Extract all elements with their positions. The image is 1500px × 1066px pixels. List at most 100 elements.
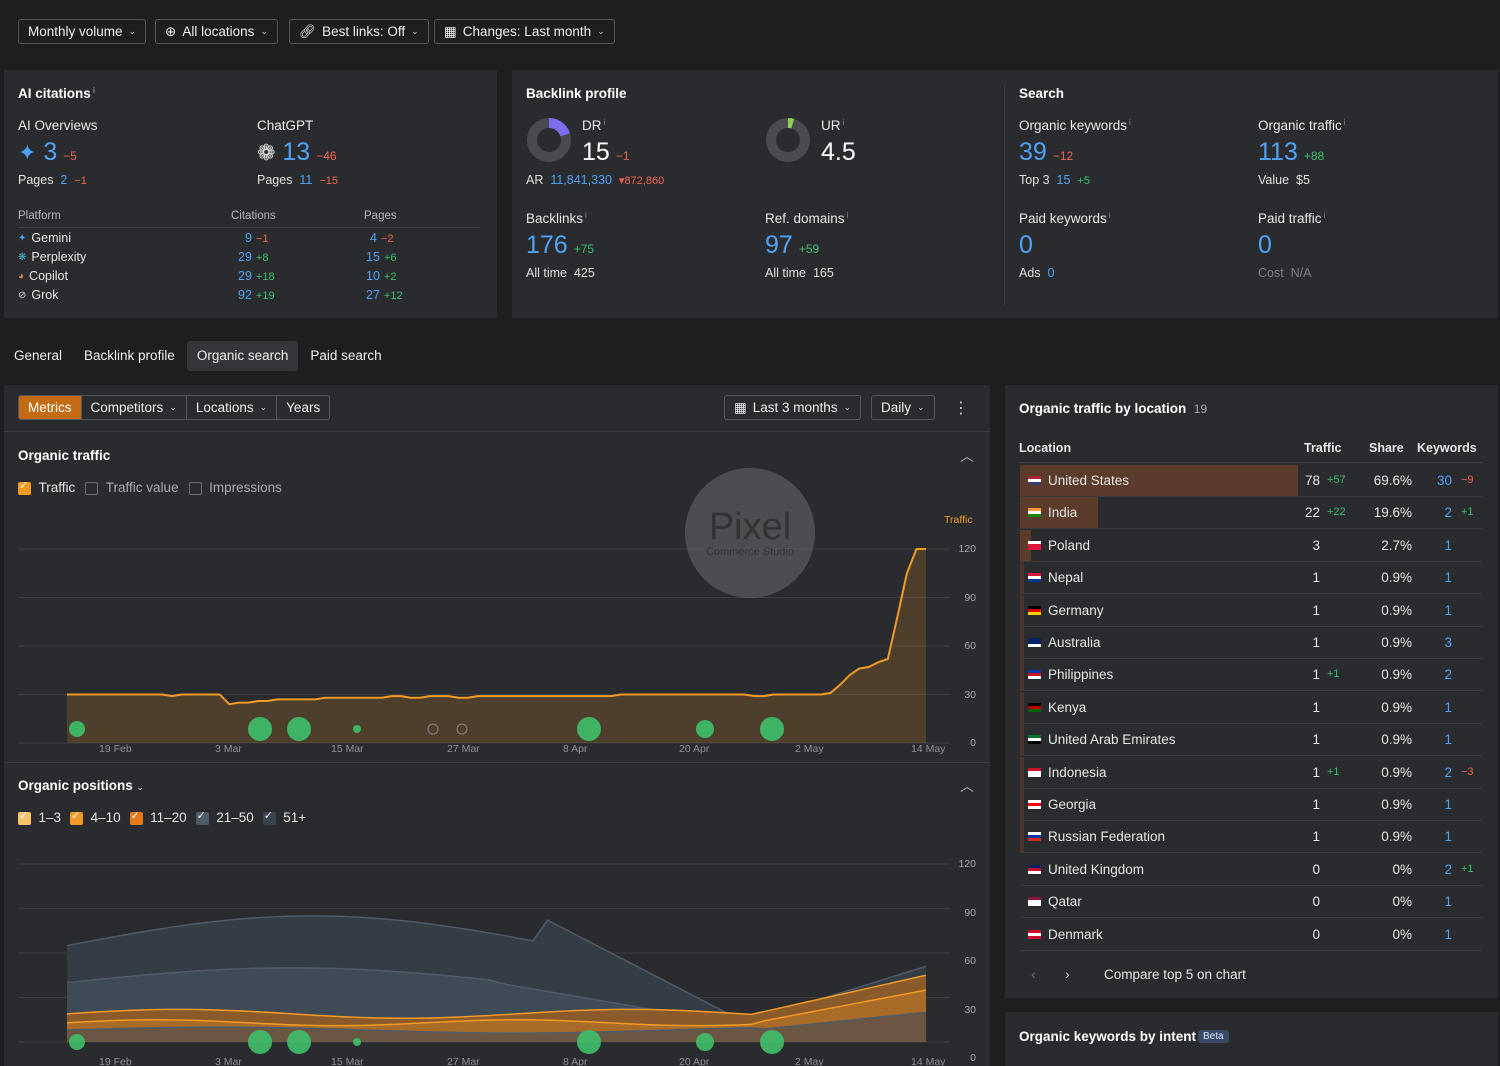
checkbox-traffic-value[interactable]: Traffic value [85,480,179,495]
watermark-subtext: Commerce Studio [705,546,795,558]
keywords-col-header[interactable]: Keywords [1417,441,1477,455]
checkbox-pos-51[interactable]: 51+ [262,809,306,825]
organic-traffic-value[interactable]: 113 +88 [1258,138,1325,166]
location-keywords[interactable]: 1 [1444,829,1452,845]
volume-dropdown[interactable]: Monthly volume ⌄ [18,19,147,44]
location-row[interactable]: Indonesia 1 +1 0.9% 2 −3 [1020,756,1482,789]
update-marker [69,1034,85,1050]
chevron-left-icon[interactable]: ‹ [1031,966,1036,982]
checkbox-impressions[interactable]: Impressions [188,480,282,495]
location-row[interactable]: Russian Federation 1 0.9% 1 [1020,821,1482,854]
location-row[interactable]: Philippines 1 +1 0.9% 2 [1020,659,1482,692]
organic-positions-chart[interactable] [0,845,990,1066]
location-keywords[interactable]: 2 [1444,764,1452,780]
organic-traffic-chart[interactable] [0,530,990,760]
location-keywords[interactable]: 1 [1444,732,1452,748]
checkbox-pos-4-10[interactable]: 4–10 [70,809,121,825]
location-share: 69.6% [1373,473,1412,488]
update-marker [248,717,272,741]
location-row[interactable]: Germany 1 0.9% 1 [1020,594,1482,627]
organic-keywords-value[interactable]: 39 −12 [1019,138,1074,166]
backlink-profile-title: Backlink profile [526,86,627,101]
tab-paid-search[interactable]: Paid search [310,348,382,363]
y-tick-label: 30 [964,688,976,701]
dr-value[interactable]: 15 −1 [582,138,630,166]
checkbox-pos-11-20[interactable]: 11–20 [129,809,187,825]
backlinks-value[interactable]: 176 +75 [526,231,595,259]
compare-top5-link[interactable]: Compare top 5 on chart [1104,967,1246,982]
location-row[interactable]: United Arab Emirates 1 0.9% 1 [1020,724,1482,757]
location-keywords[interactable]: 1 [1444,537,1452,553]
granularity-label: Daily [881,400,912,415]
checkbox-pos-1-3[interactable]: 1–3 [18,809,61,825]
location-row[interactable]: Nepal 1 0.9% 1 [1020,562,1482,595]
metrics-button[interactable]: Metrics [19,396,82,419]
location-col-header[interactable]: Location [1019,441,1072,455]
changes-dropdown[interactable]: ▦ Changes: Last month ⌄ [434,19,615,44]
location-row[interactable]: Kenya 1 0.9% 1 [1020,691,1482,724]
location-share: 0.9% [1381,764,1412,780]
location-row[interactable]: India 22 +22 19.6% 2 +1 [1020,497,1482,530]
volume-label: Monthly volume [28,24,123,39]
location-row[interactable]: Australia 1 0.9% 3 [1020,627,1482,659]
location-keywords[interactable]: 1 [1444,797,1452,812]
paid-keywords-value[interactable]: 0 [1019,231,1033,259]
platform-row-copilot[interactable]: ◕ Copilot 29 +18 10 +2 [18,269,397,283]
location-keywords[interactable]: 1 [1444,570,1452,586]
locations-button[interactable]: Locations ⌄ [187,396,278,419]
refdomains-label: Ref. domains i [765,211,849,226]
location-keywords[interactable]: 1 [1444,926,1452,942]
location-row[interactable]: Poland 3 2.7% 1 [1020,529,1482,562]
more-options-icon[interactable]: ⋮ [953,400,969,417]
ai-overviews-value[interactable]: ✦ 3 −5 [18,138,77,166]
paid-traffic-value[interactable]: 0 [1258,231,1272,259]
location-keywords[interactable]: 1 [1444,894,1452,910]
share-bar [1020,691,1024,723]
tab-backlink-profile[interactable]: Backlink profile [84,348,175,363]
chevron-right-icon[interactable]: › [1065,966,1070,982]
years-button[interactable]: Years [286,400,321,415]
refdomains-value[interactable]: 97 +59 [765,231,820,259]
traffic-col-header[interactable]: Traffic [1304,441,1342,455]
location-keywords[interactable]: 1 [1444,699,1452,715]
share-col-header[interactable]: Share [1369,441,1404,455]
organic-positions-title[interactable]: Organic positions ⌄ [18,778,145,793]
collapse-icon[interactable]: ︿ [960,778,974,794]
positions-area [67,1012,926,1042]
location-keywords[interactable]: 30 [1436,473,1452,488]
dr-donut [527,117,571,162]
range-dropdown[interactable]: ▦ Last 3 months ⌄ [724,395,862,420]
best-links-dropdown[interactable]: 🔗︎ Best links: Off ⌄ [289,19,429,44]
competitors-button[interactable]: Competitors ⌄ [82,396,187,419]
checkbox-traffic[interactable]: Traffic [18,479,75,495]
collapse-icon[interactable]: ︿ [960,448,974,464]
platform-row-gemini[interactable]: ✦ Gemini 9 −1 4 −2 [18,231,394,245]
flag-icon [1028,476,1041,485]
location-keywords[interactable]: 2 [1444,861,1452,877]
location-share: 0.9% [1381,570,1412,586]
organic-traffic-label: Organic traffic i [1258,118,1346,133]
locations-dropdown[interactable]: ⊕ All locations ⌄ [155,19,278,44]
location-keywords[interactable]: 2 [1444,667,1452,683]
location-row[interactable]: Qatar 0 0% 1 [1020,886,1482,919]
platform-row-perplexity[interactable]: ❋ Perplexity 29 +8 15 +6 [18,250,397,264]
flag-icon [1028,800,1041,809]
location-row[interactable]: United States 78 +57 69.6% 30 −9 [1020,465,1482,497]
chevron-down-icon: ⌄ [917,402,925,412]
location-row[interactable]: Georgia 1 0.9% 1 [1020,789,1482,821]
chatgpt-value[interactable]: ❁ 13 −46 [257,138,337,166]
tab-general[interactable]: General [14,348,63,363]
tab-organic-search[interactable]: Organic search [186,341,299,371]
ur-value[interactable]: 4.5 [821,138,856,166]
checkbox-pos-21-50[interactable]: 21–50 [195,809,254,825]
location-traffic: 1 [1312,635,1320,650]
location-row[interactable]: United Kingdom 0 0% 2 +1 [1020,854,1482,886]
y-tick-label: 30 [964,1003,976,1016]
granularity-dropdown[interactable]: Daily ⌄ [871,395,935,420]
location-keywords[interactable]: 2 [1444,505,1452,521]
intent-panel-title: Organic keywords by intent [1019,1029,1197,1044]
location-keywords[interactable]: 1 [1444,602,1452,618]
location-row[interactable]: Denmark 0 0% 1 [1020,919,1482,951]
platform-row-grok[interactable]: ⊘ Grok 92 +19 27 +12 [18,288,403,302]
location-keywords[interactable]: 3 [1444,635,1452,650]
